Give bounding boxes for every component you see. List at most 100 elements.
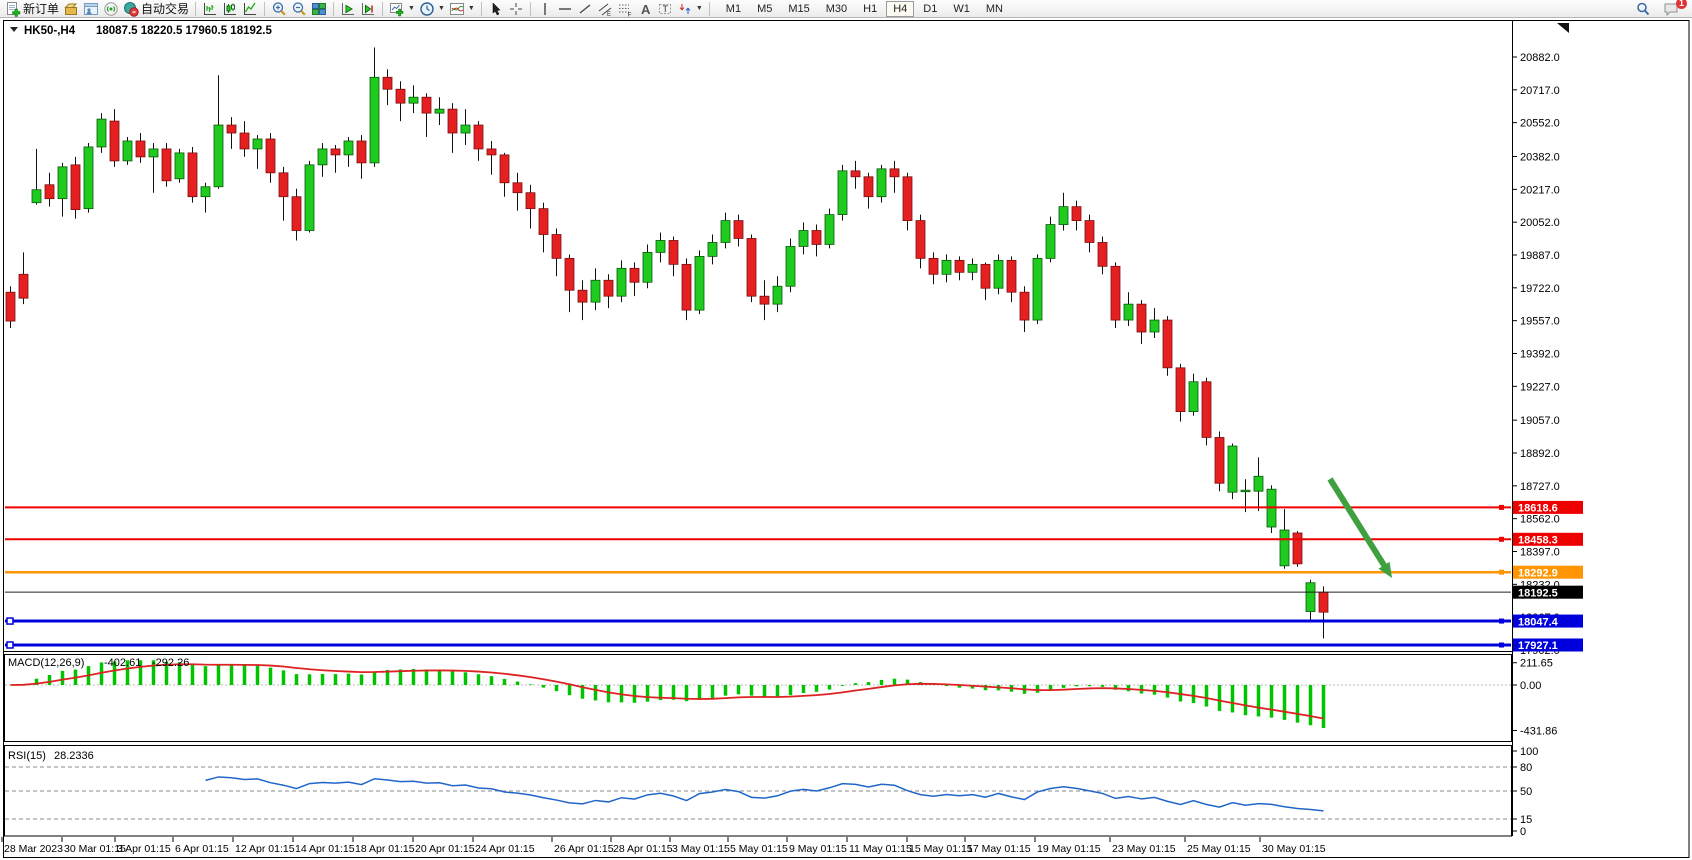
timeframe-w1-button[interactable]: W1 — [953, 2, 970, 15]
data-window-button[interactable] — [81, 1, 101, 17]
rsi-label: RSI(15) — [8, 750, 46, 762]
candle-down — [681, 263, 692, 311]
text-label-button[interactable]: T — [655, 1, 675, 17]
date-axis[interactable]: 28 Mar 2023 30 Mar 01:153 Apr 01:15 6 Apr … — [1, 837, 1326, 855]
equidistant-channel-button[interactable]: E — [595, 1, 615, 17]
arrow-annotation[interactable] — [1327, 477, 1392, 578]
candle-down — [1071, 206, 1082, 221]
timeframe-h1-button[interactable]: H1 — [863, 2, 878, 15]
timeframe-m5-button[interactable]: M5 — [757, 2, 773, 15]
horizontal-line-objects[interactable] — [5, 504, 1511, 649]
arrow-head-icon[interactable] — [1378, 561, 1392, 578]
chat-button[interactable]: 1 — [1661, 0, 1687, 17]
search-button[interactable] — [1633, 1, 1653, 17]
candle-down — [109, 120, 120, 162]
date-tick-label: 28 Mar 2023 — [4, 843, 63, 855]
line-handle[interactable] — [1499, 536, 1504, 542]
candle-up — [1253, 475, 1264, 492]
candle-down — [1136, 303, 1147, 333]
text-icon: A — [641, 2, 651, 17]
cursor-button[interactable] — [486, 1, 506, 17]
candle-up — [1305, 582, 1316, 612]
timeframe-mn-button[interactable]: MN — [985, 2, 1003, 15]
fibonacci-icon: F — [618, 4, 631, 17]
candle-down — [239, 132, 250, 150]
arrows-button[interactable]: ▼ — [675, 1, 705, 17]
autotrading-button[interactable]: 自动交易 — [121, 1, 191, 17]
line-handle[interactable] — [1499, 569, 1504, 575]
timeframe-m15-button[interactable]: M15 — [788, 2, 810, 15]
arrows-icon — [679, 3, 691, 14]
zoom-in-button[interactable] — [269, 1, 289, 17]
new-order-button[interactable]: 新订单 — [3, 1, 61, 17]
macd-tick-label: 211.65 — [1520, 658, 1553, 670]
svg-text:T: T — [662, 4, 668, 14]
text-button[interactable]: A — [635, 1, 655, 17]
candle-chart-icon — [224, 2, 237, 15]
line-handle[interactable] — [6, 617, 14, 625]
candle-down — [1084, 220, 1095, 243]
periods-button[interactable]: ▼ — [417, 1, 447, 17]
price-flag — [1513, 500, 1583, 514]
autotrading-icon — [124, 1, 139, 17]
rsi-indicator — [5, 766, 1511, 820]
step-forward-button[interactable] — [358, 1, 378, 17]
line-handle[interactable] — [1499, 504, 1504, 510]
candle-up — [642, 252, 653, 283]
date-tick-label: 9 May 01:15 — [789, 843, 847, 855]
chevron-down-icon: ▼ — [437, 5, 445, 12]
candle-up — [590, 279, 601, 303]
chart-window[interactable]: HK50-,H4 18087.5 18220.5 17960.5 18192.5… — [0, 18, 1692, 860]
candle-up — [122, 140, 133, 162]
date-tick-label: 30 Mar 01:15 — [64, 843, 126, 855]
line-handle[interactable] — [6, 641, 14, 649]
timeframe-m30-button[interactable]: M30 — [825, 2, 848, 15]
toolbar-separator — [264, 1, 266, 16]
timeframe-m1-button[interactable]: M1 — [725, 2, 742, 15]
line-chart-button[interactable] — [240, 1, 260, 17]
candle-down — [356, 140, 367, 164]
price-tick-label: 20052.0 — [1520, 217, 1560, 229]
arrow-shaft[interactable] — [1327, 477, 1389, 570]
candle-down — [564, 257, 575, 291]
bar-chart-button[interactable] — [200, 1, 220, 17]
trendline-button[interactable] — [575, 1, 595, 17]
candle-up — [1149, 319, 1160, 333]
candle-down — [278, 172, 289, 198]
trend-line-icon — [579, 3, 591, 14]
candle-up — [460, 124, 471, 134]
vertical-line-icon — [544, 2, 546, 15]
timeframe-h4-button[interactable]: H4 — [886, 0, 915, 17]
line-chart-icon — [244, 2, 257, 15]
candlestick-chart-button[interactable] — [220, 1, 240, 17]
market-watch-icon — [64, 3, 78, 15]
horizontal-line-button[interactable] — [555, 1, 575, 17]
date-tick-label: 26 Apr 01:15 — [554, 843, 614, 855]
market-watch-button[interactable] — [61, 1, 81, 17]
line-handle[interactable] — [1499, 642, 1504, 648]
zoom-out-button[interactable] — [289, 1, 309, 17]
autoscroll-marker-icon[interactable] — [1557, 23, 1569, 33]
new-chart-button[interactable]: ▼ — [387, 1, 417, 17]
svg-text:A: A — [641, 2, 651, 17]
tile-windows-button[interactable] — [309, 1, 329, 17]
candle-up — [57, 166, 68, 200]
candle-up — [876, 168, 887, 198]
candle-up — [655, 240, 666, 253]
macd-value: -402.61 — [104, 657, 141, 669]
toolbar-separator — [480, 1, 482, 16]
date-tick-label: 6 Apr 01:15 — [175, 843, 229, 855]
chart-menu-triangle-icon[interactable] — [10, 27, 18, 32]
timeframe-d1-button[interactable]: D1 — [923, 2, 938, 15]
candle-up — [1032, 257, 1043, 321]
strategy-tester-button[interactable] — [338, 1, 358, 17]
crosshair-button[interactable] — [506, 1, 526, 17]
toolbar-separator — [382, 1, 384, 16]
candle-up — [1045, 224, 1056, 259]
vertical-line-button[interactable] — [535, 1, 555, 17]
signals-button[interactable] — [101, 1, 121, 17]
templates-button[interactable]: ▼ — [447, 1, 477, 17]
candle-down — [161, 148, 172, 182]
line-handle[interactable] — [1499, 618, 1504, 624]
fibonacci-button[interactable]: F — [615, 1, 635, 17]
